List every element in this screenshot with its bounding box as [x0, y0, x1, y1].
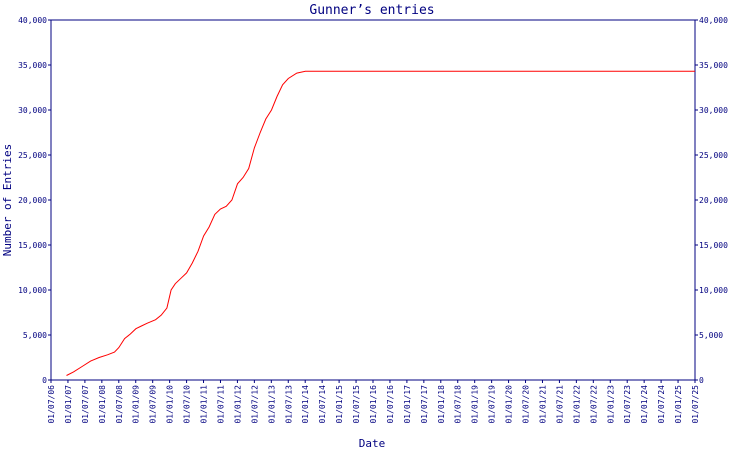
- y-tick-label-left: 5,000: [23, 331, 47, 340]
- chart-title: Gunner’s entries: [309, 3, 434, 18]
- x-tick-label: 01/07/25: [691, 385, 700, 424]
- y-tick-label-right: 35,000: [699, 61, 728, 70]
- x-tick-label: 01/01/18: [437, 385, 446, 424]
- x-tick-label: 01/07/13: [284, 385, 293, 424]
- x-tick-label: 01/07/24: [657, 385, 666, 424]
- x-tick-label: 01/07/20: [522, 385, 531, 424]
- x-tick-label: 01/07/23: [623, 385, 632, 424]
- y-axis-label: Number of Entries: [1, 144, 14, 257]
- x-tick-label: 01/01/23: [606, 385, 615, 424]
- y-tick-label-right: 20,000: [699, 196, 728, 205]
- y-tick-label-left: 20,000: [18, 196, 47, 205]
- plot-border: [50, 19, 696, 381]
- x-tick-label: 01/07/21: [555, 385, 564, 424]
- x-tick-label: 01/01/10: [166, 385, 175, 424]
- x-tick-label: 01/01/17: [403, 385, 412, 424]
- y-tick-label-left: 10,000: [18, 286, 47, 295]
- x-tick-label: 01/01/22: [572, 385, 581, 424]
- y-tick-label-left: 40,000: [18, 16, 47, 25]
- x-axis: 01/07/06 01/01/07 01/07/07 01/01/08 01/07/08…: [47, 380, 700, 424]
- x-tick-label: 01/07/11: [216, 385, 225, 424]
- x-tick-label: 01/07/09: [149, 385, 158, 424]
- x-tick-label: 01/01/21: [538, 385, 547, 424]
- series-layer: [66, 70, 695, 376]
- x-tick-label: 01/07/18: [454, 385, 463, 424]
- x-tick-label: 01/01/11: [200, 385, 209, 424]
- plot-frame: [50, 19, 696, 381]
- y-tick-label-right: 0: [699, 376, 704, 385]
- y-axis-left: 0 5,000 10,000 15,000 20,000 25,000 30,000 35,0…: [18, 16, 51, 385]
- x-tick-label: 01/07/10: [183, 385, 192, 424]
- x-tick-label: 01/07/07: [81, 385, 90, 424]
- y-tick-label-right: 5,000: [699, 331, 723, 340]
- x-tick-label: 01/01/09: [132, 385, 141, 424]
- y-tick-label-left: 35,000: [18, 61, 47, 70]
- x-tick-label: 01/07/12: [250, 385, 259, 424]
- x-tick-label: 01/07/08: [115, 385, 124, 424]
- x-tick-label: 01/01/16: [369, 385, 378, 424]
- x-tick-label: 01/07/14: [318, 385, 327, 424]
- x-tick-label: 01/07/16: [386, 385, 395, 424]
- x-tick-label: 01/01/13: [267, 385, 276, 424]
- y-tick-label-right: 40,000: [699, 16, 728, 25]
- y-tick-label-right: 25,000: [699, 151, 728, 160]
- x-tick-label: 01/07/06: [47, 385, 56, 424]
- entries-series-line: [66, 70, 695, 376]
- y-tick-label-right: 30,000: [699, 106, 728, 115]
- y-tick-label-left: 0: [42, 376, 47, 385]
- y-tick-label-left: 25,000: [18, 151, 47, 160]
- x-axis-label: Date: [359, 437, 386, 450]
- x-tick-label: 01/01/24: [640, 385, 649, 424]
- y-tick-label-left: 30,000: [18, 106, 47, 115]
- x-tick-label: 01/07/19: [488, 385, 497, 424]
- x-tick-label: 01/01/20: [505, 385, 514, 424]
- y-axis-right: 0 5,000 10,000 15,000 20,000 25,000 30,000 35,0…: [695, 16, 728, 385]
- y-tick-label-left: 15,000: [18, 241, 47, 250]
- x-tick-label: 01/01/08: [98, 385, 107, 424]
- x-tick-label: 01/01/15: [335, 385, 344, 424]
- x-tick-label: 01/01/14: [301, 385, 310, 424]
- x-tick-label: 01/07/15: [352, 385, 361, 424]
- y-tick-label-right: 15,000: [699, 241, 728, 250]
- x-tick-label: 01/01/25: [674, 385, 683, 424]
- y-tick-label-right: 10,000: [699, 286, 728, 295]
- x-tick-label: 01/07/22: [589, 385, 598, 424]
- x-tick-label: 01/07/17: [420, 385, 429, 424]
- x-tick-label: 01/01/19: [471, 385, 480, 424]
- x-tick-label: 01/01/12: [233, 385, 242, 424]
- x-tick-label: 01/01/07: [64, 385, 73, 424]
